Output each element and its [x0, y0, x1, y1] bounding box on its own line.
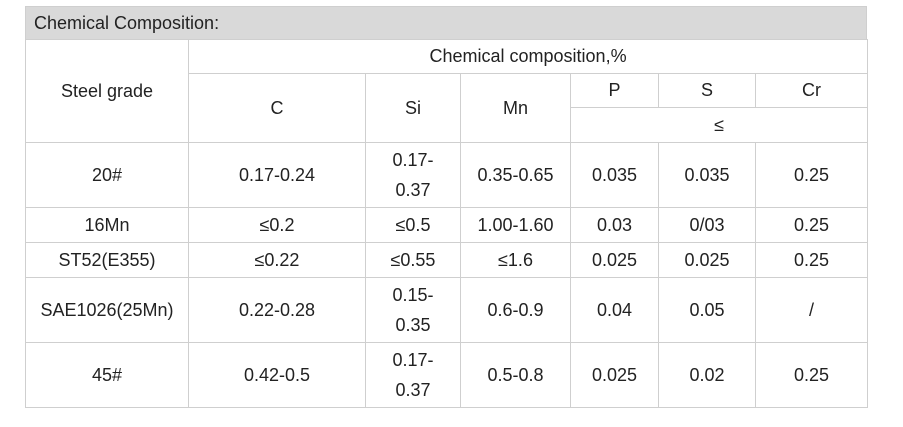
cell-mn: 0.35-0.65 — [460, 142, 571, 208]
cell-s: 0.05 — [658, 277, 756, 343]
cell-grade: 45# — [25, 342, 189, 408]
cell-c: 0.42-0.5 — [188, 342, 366, 408]
table-row: 45# 0.42-0.5 0.17- 0.37 0.5-0.8 0.025 0.02 0.25 — [25, 342, 869, 408]
cell-p: 0.025 — [570, 342, 659, 408]
panel-title: Chemical Composition: — [25, 6, 867, 39]
header-c: C — [188, 73, 366, 143]
header-cr: Cr — [754, 73, 869, 108]
cell-si: ≤0.5 — [365, 207, 461, 243]
table-row: ST52(E355) ≤0.22 ≤0.55 ≤1.6 0.025 0.025 0.25 — [25, 242, 869, 278]
cell-mn: 0.6-0.9 — [460, 277, 571, 343]
table-row: 16Mn ≤0.2 ≤0.5 1.00-1.60 0.03 0/03 0.25 — [25, 207, 869, 243]
header-steel-grade: Steel grade — [25, 39, 189, 143]
header-mn: Mn — [460, 73, 571, 143]
cell-cr: / — [754, 277, 869, 343]
cell-mn: 0.5-0.8 — [460, 342, 571, 408]
cell-p: 0.025 — [570, 242, 659, 278]
header-chemical-composition: Chemical composition,% — [187, 39, 869, 74]
header-si: Si — [365, 73, 461, 143]
cell-mn: ≤1.6 — [460, 242, 571, 278]
header-max-symbol: ≤ — [569, 107, 869, 143]
cell-s: 0.035 — [658, 142, 756, 208]
header-s: S — [658, 73, 756, 108]
composition-panel: Chemical Composition: Steel grade Chemic… — [25, 6, 869, 408]
cell-grade: 16Mn — [25, 207, 189, 243]
cell-grade: SAE1026(25Mn) — [25, 277, 189, 343]
table-row: 20# 0.17-0.24 0.17- 0.37 0.35-0.65 0.035 0.035… — [25, 142, 869, 208]
cell-cr: 0.25 — [754, 207, 869, 243]
cell-p: 0.04 — [570, 277, 659, 343]
cell-grade: ST52(E355) — [25, 242, 189, 278]
cell-mn: 1.00-1.60 — [460, 207, 571, 243]
cell-p: 0.035 — [570, 142, 659, 208]
cell-grade: 20# — [25, 142, 189, 208]
cell-s: 0/03 — [658, 207, 756, 243]
cell-s: 0.025 — [658, 242, 756, 278]
header-p: P — [570, 73, 659, 108]
cell-cr: 0.25 — [754, 342, 869, 408]
cell-cr: 0.25 — [754, 142, 869, 208]
cell-c: ≤0.2 — [188, 207, 366, 243]
cell-c: 0.17-0.24 — [188, 142, 366, 208]
cell-si: 0.15- 0.35 — [365, 277, 461, 343]
cell-si: 0.17- 0.37 — [365, 342, 461, 408]
composition-table: Steel grade Chemical composition,% C Si … — [25, 39, 869, 408]
cell-cr: 0.25 — [754, 242, 869, 278]
cell-c: ≤0.22 — [188, 242, 366, 278]
cell-si: ≤0.55 — [365, 242, 461, 278]
cell-c: 0.22-0.28 — [188, 277, 366, 343]
table-row: SAE1026(25Mn) 0.22-0.28 0.15- 0.35 0.6-0.9 0.… — [25, 277, 869, 343]
cell-si: 0.17- 0.37 — [365, 142, 461, 208]
cell-s: 0.02 — [658, 342, 756, 408]
cell-p: 0.03 — [570, 207, 659, 243]
